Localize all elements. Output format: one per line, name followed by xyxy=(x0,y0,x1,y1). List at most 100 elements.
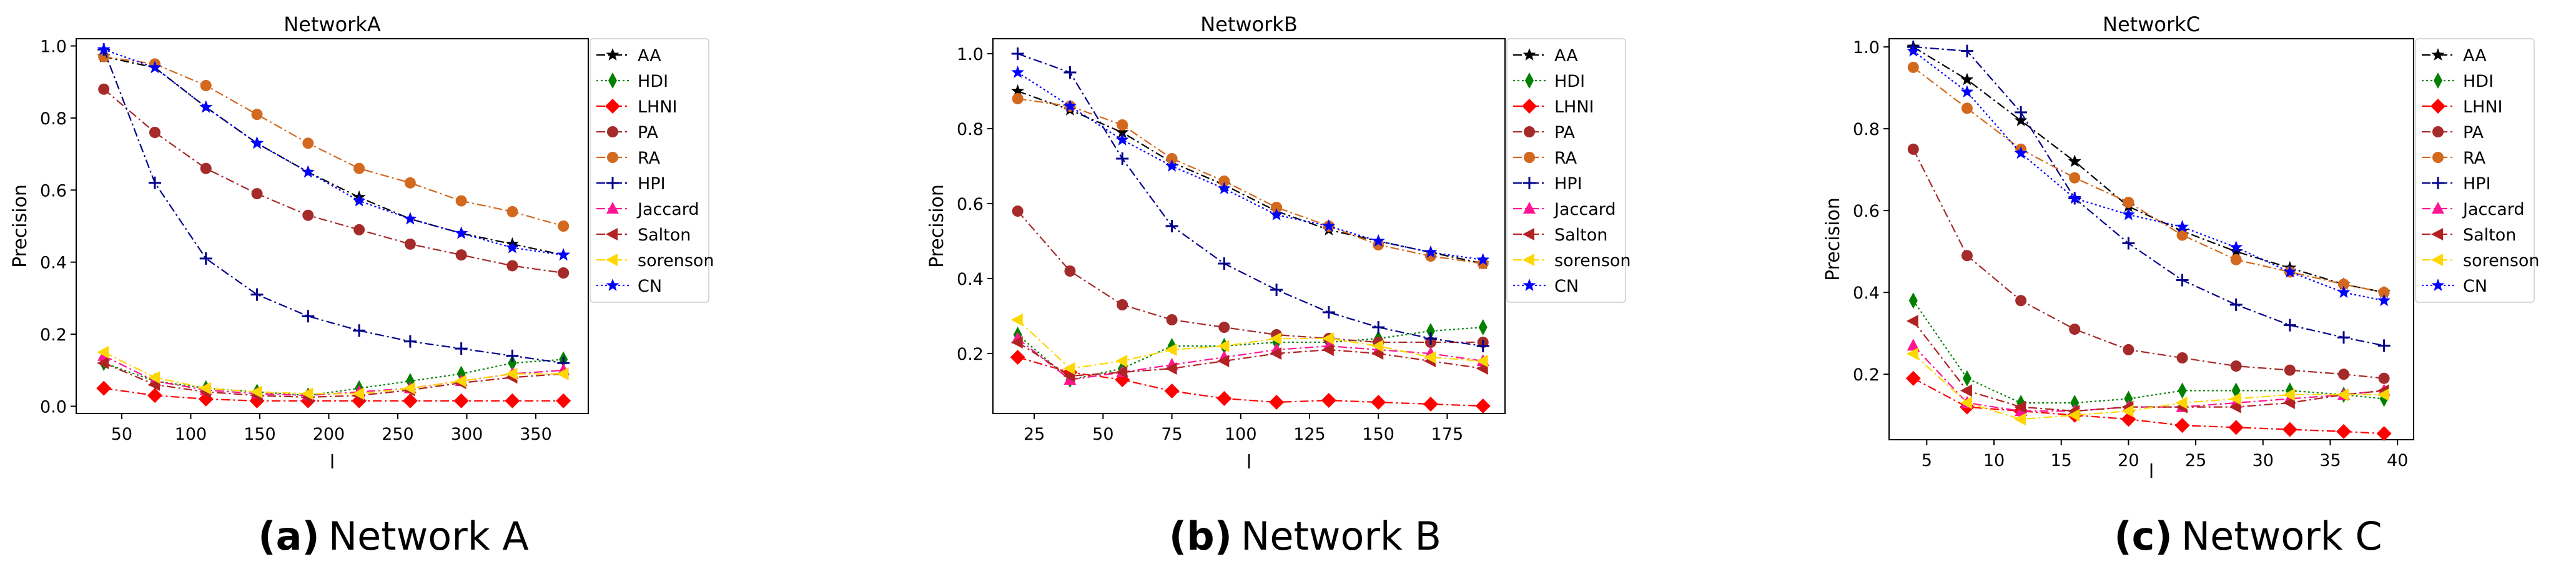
legend-marker xyxy=(1522,228,1534,240)
series-sorenson-point xyxy=(403,382,415,395)
series-ra xyxy=(1907,61,2390,299)
y-tick-label: 0.2 xyxy=(1853,365,1880,385)
legend-marker xyxy=(2432,126,2444,137)
series-sorenson xyxy=(97,345,569,400)
series-ra xyxy=(98,51,570,232)
x-axis-label: l xyxy=(1246,452,1251,473)
legend-item-hdi: HDI xyxy=(1513,72,1585,91)
series-ra-point xyxy=(558,220,570,232)
legend-item-sorenson: sorenson xyxy=(1513,251,1631,270)
y-tick-label: 1.0 xyxy=(40,37,67,57)
x-tick-label: 300 xyxy=(451,425,483,444)
series-hpi-point xyxy=(455,342,468,355)
series-salton-point xyxy=(1321,344,1334,356)
x-tick-label: 5 xyxy=(1922,451,1932,470)
y-tick-label: 1.0 xyxy=(957,45,984,64)
legend-item-aa: AA xyxy=(2422,46,2487,66)
series-sorenson xyxy=(1906,347,2389,426)
series-sorenson-point xyxy=(2175,397,2188,410)
x-tick-label: 75 xyxy=(1161,425,1182,444)
series-cn-point xyxy=(2068,191,2081,204)
series-sorenson-point xyxy=(2377,388,2389,401)
series-salton-point xyxy=(2229,400,2241,413)
caption: (c) Network C xyxy=(2114,513,2382,559)
y-tick-label: 0.4 xyxy=(1853,284,1880,303)
series-pa-point xyxy=(149,127,160,138)
x-tick-label: 25 xyxy=(2185,451,2206,470)
caption: (b) Network B xyxy=(1169,513,1441,559)
legend-label: Jaccard xyxy=(636,200,699,219)
legend-item-salton: Salton xyxy=(1513,225,1607,245)
series-salton xyxy=(1906,315,2389,418)
series-pa-point xyxy=(1218,322,1230,333)
plot-lines xyxy=(1905,40,2392,442)
series-cn-point xyxy=(1011,66,1025,78)
legend-label: Jaccard xyxy=(2462,200,2525,219)
y-tick-label: 0.6 xyxy=(40,181,67,200)
legend-item-hdi: HDI xyxy=(2422,72,2494,91)
series-cn-point xyxy=(556,248,570,261)
legend-marker xyxy=(608,72,617,89)
series-lhni-point xyxy=(2228,420,2244,435)
x-tick-label: 50 xyxy=(111,425,132,444)
plot-lines xyxy=(1010,47,1491,413)
series-sorenson-line xyxy=(1913,353,2384,420)
series-hdi-point xyxy=(1426,323,1435,339)
series-cn-point xyxy=(97,42,111,56)
series-lhni-point xyxy=(556,393,571,408)
series-sorenson-point xyxy=(2337,388,2349,401)
panel-b: NetworkB 25 50 75 100 125 150 175 0.2 0.4 0.6 0.8… xyxy=(926,12,1631,559)
legend-marker xyxy=(606,228,618,240)
series-hdi xyxy=(99,351,568,404)
series-sorenson-point xyxy=(454,375,466,388)
x-axis-label: l xyxy=(330,452,335,473)
series-hdi-point xyxy=(2178,382,2187,399)
legend-marker xyxy=(1522,48,1536,61)
series-hdi-point xyxy=(1478,319,1488,335)
x-tick-label: 150 xyxy=(244,425,276,444)
legend-item-sorenson: sorenson xyxy=(2422,251,2540,270)
legend-marker xyxy=(1525,72,1534,89)
series-sorenson-point xyxy=(301,387,313,400)
series-sorenson-point xyxy=(1010,314,1023,326)
legend-item-ra: RA xyxy=(596,149,661,168)
series-hpi xyxy=(1011,47,1489,352)
legend-marker xyxy=(606,202,619,214)
legend-marker xyxy=(606,177,619,189)
series-hdi-line xyxy=(1912,300,2384,404)
legend-marker xyxy=(606,254,618,266)
x-tick-label: 100 xyxy=(1225,425,1257,444)
series-ra-point xyxy=(2176,229,2188,241)
y-tick-label: 0.2 xyxy=(40,325,67,345)
legend-marker xyxy=(607,152,618,163)
plot-frame xyxy=(1888,38,2414,440)
series-salton-line xyxy=(1017,342,1483,377)
series-hpi-point xyxy=(2122,237,2135,250)
series-ra-point xyxy=(1477,258,1489,269)
legend-marker xyxy=(2432,152,2444,163)
legend-marker xyxy=(1522,254,1534,266)
series-hpi-point xyxy=(2283,319,2296,332)
series-hpi-point xyxy=(2337,331,2350,344)
series-cn-point xyxy=(2176,220,2189,233)
series-lhni-point xyxy=(453,393,469,408)
series-pa-point xyxy=(2230,360,2242,372)
series-cn-point xyxy=(455,226,468,239)
series-pa-line xyxy=(1912,149,2384,379)
legend-label: Salton xyxy=(638,225,691,245)
legend-label: sorenson xyxy=(2463,251,2540,270)
series-sorenson-point xyxy=(147,371,160,384)
series-sorenson-point xyxy=(1371,340,1384,352)
y-tick-label: 0.8 xyxy=(40,109,67,129)
y-tick-label: 0.2 xyxy=(957,345,984,364)
series-jaccard-point xyxy=(1907,339,1920,351)
series-aa-point xyxy=(2014,114,2028,126)
y-ticks: 0.2 0.4 0.6 0.8 1.0 xyxy=(1853,38,1889,385)
series-pa-point xyxy=(455,249,467,261)
series-cn-point xyxy=(506,240,519,254)
series-pa-point xyxy=(558,267,570,279)
y-axis-label: Precision xyxy=(1822,197,1844,281)
caption: (a) Network A xyxy=(258,513,529,559)
series-cn xyxy=(1907,44,2391,307)
legend-item-jaccard: Jaccard xyxy=(1513,200,1616,219)
